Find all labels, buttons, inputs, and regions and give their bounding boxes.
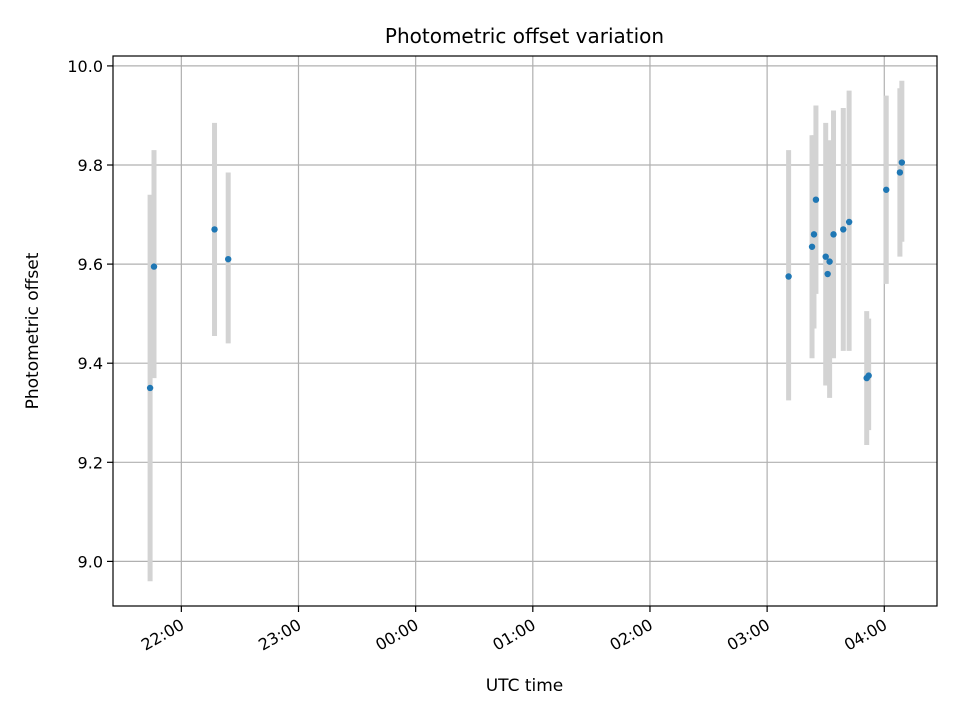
data-point [785,273,792,280]
data-point [812,196,820,203]
data-point [845,218,853,226]
y-tick-label: 9.0 [78,552,103,571]
data-point [225,255,232,263]
data-point [896,169,904,176]
data-point [211,226,218,233]
x-axis-label: UTC time [486,676,564,696]
data-point [883,186,890,193]
data-point [150,263,158,270]
data-point [826,258,833,265]
y-tick-label: 9.4 [78,354,103,373]
data-point [146,384,154,392]
point-layer [146,159,906,392]
y-tick-label: 10.0 [67,57,103,76]
grid-layer [113,56,937,606]
y-axis-label: Photometric offset [23,252,43,409]
data-point [808,243,816,250]
data-point [830,231,837,238]
data-point [840,226,847,233]
y-tick-label: 9.8 [78,156,103,175]
plot-frame [112,55,938,607]
data-point [822,253,829,260]
data-point [865,372,872,379]
chart-title: Photometric offset variation [385,24,664,48]
data-point [810,231,818,238]
y-tick-label: 9.6 [78,255,103,274]
y-tick-label: 9.2 [78,453,103,472]
data-point [824,270,831,278]
data-point [898,159,906,166]
